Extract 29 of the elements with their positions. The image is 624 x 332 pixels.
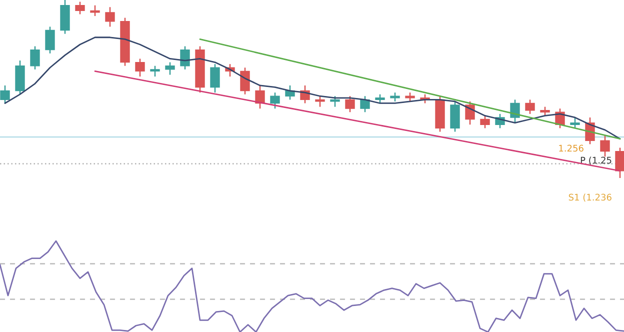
candlestick bbox=[210, 63, 220, 94]
candlestick bbox=[165, 62, 175, 76]
annotation: P (1.25 bbox=[580, 156, 612, 165]
candlestick bbox=[240, 67, 250, 95]
candlestick bbox=[255, 84, 265, 110]
candlestick bbox=[465, 100, 475, 126]
text: S1 (1.236 bbox=[568, 194, 612, 202]
candlestick bbox=[45, 26, 55, 54]
candlestick bbox=[360, 95, 370, 113]
candlestick bbox=[570, 116, 580, 129]
candlestick bbox=[510, 99, 520, 124]
candlestick bbox=[600, 134, 610, 158]
candlestick bbox=[525, 99, 535, 115]
candlestick bbox=[270, 92, 280, 110]
candlestick bbox=[30, 46, 40, 70]
candlestick bbox=[315, 95, 325, 108]
candlestick bbox=[615, 147, 624, 179]
candlestick bbox=[75, 1, 85, 15]
candlestick bbox=[0, 84, 10, 104]
candlestick bbox=[150, 65, 160, 78]
candlestick bbox=[105, 6, 115, 28]
candlestick bbox=[180, 46, 190, 70]
candlestick bbox=[345, 95, 355, 113]
annotation: 1.256 bbox=[559, 144, 584, 152]
candlestick bbox=[330, 95, 340, 108]
candlestick bbox=[90, 4, 100, 17]
candlestick bbox=[450, 100, 460, 132]
candlestick bbox=[135, 58, 145, 78]
candlestick bbox=[480, 115, 490, 129]
